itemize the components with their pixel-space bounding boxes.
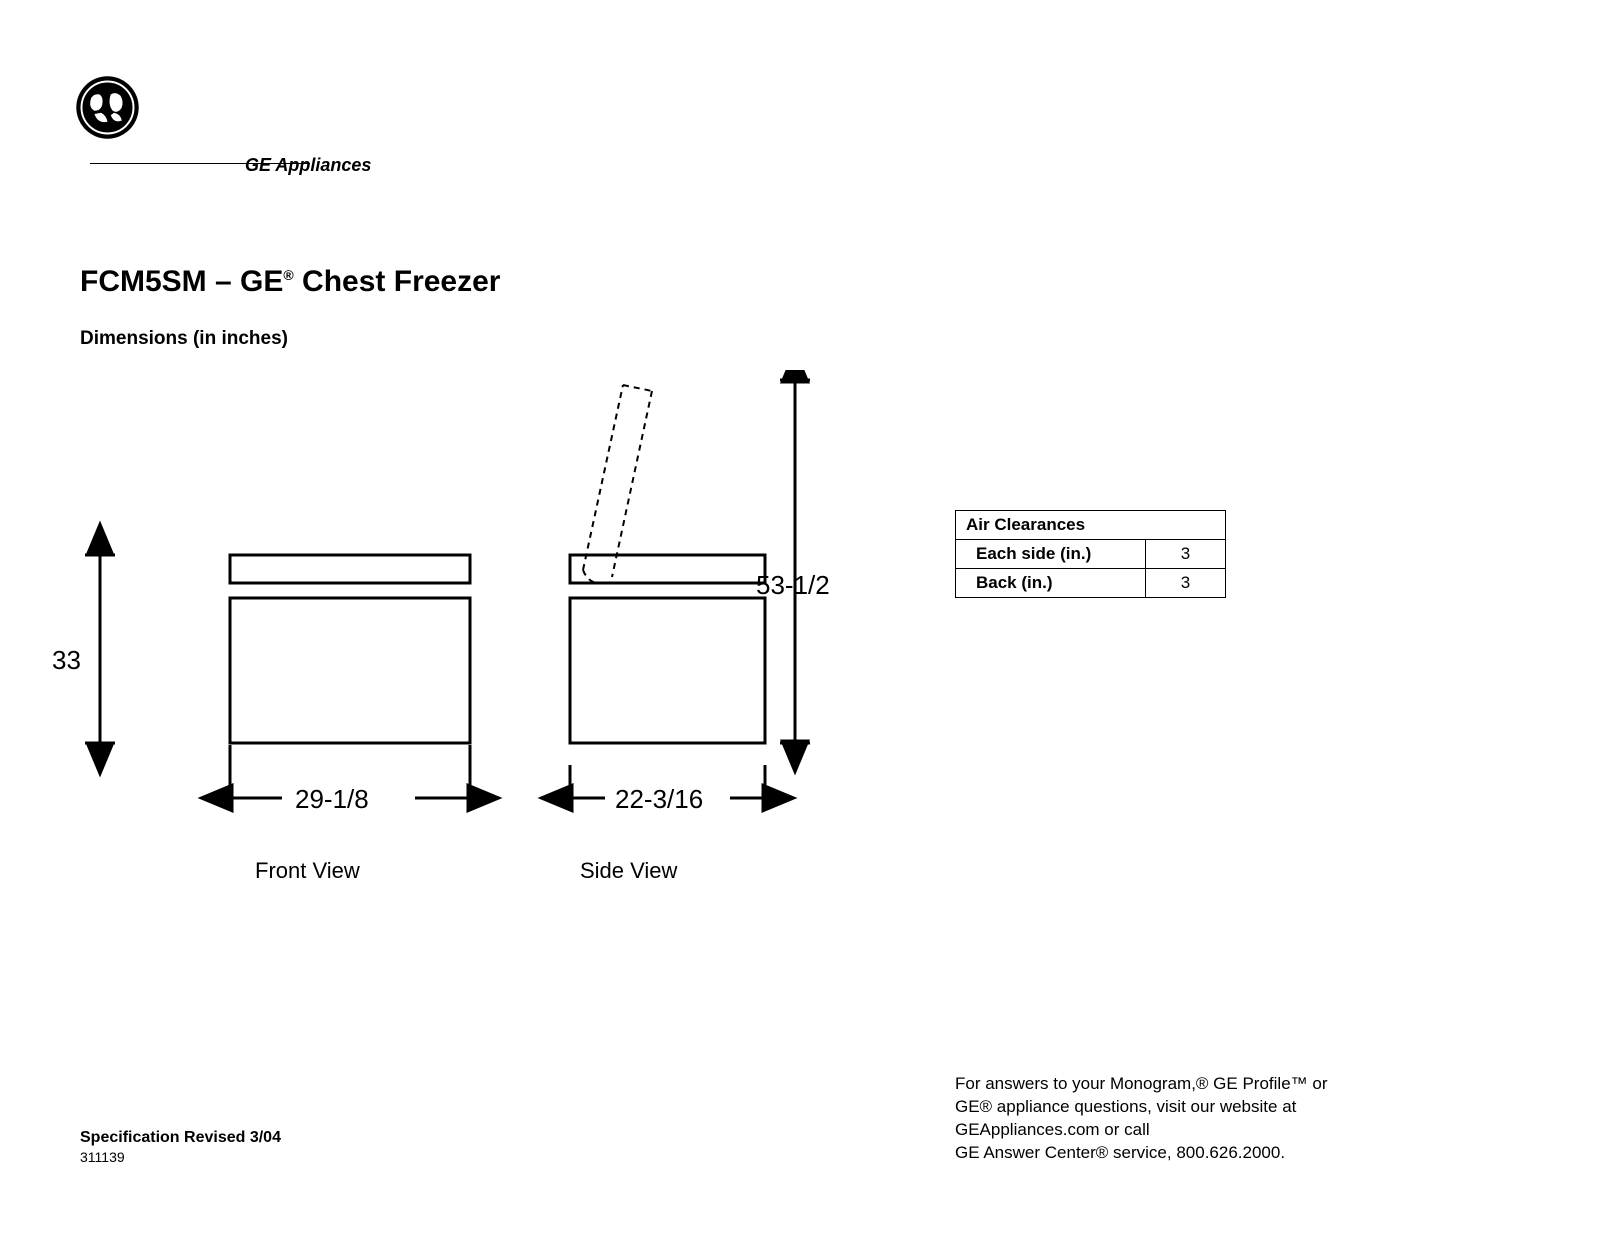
spec-revised: Specification Revised 3/04 (80, 1129, 281, 1147)
air-clearances-table: Air Clearances Each side (in.) 3 Back (i… (955, 510, 1226, 598)
footer-left: Specification Revised 3/04 311139 (80, 1129, 281, 1165)
table-row: Back (in.) 3 (956, 569, 1226, 598)
table-row: Air Clearances (956, 511, 1226, 540)
dimensions-subtitle: Dimensions (in inches) (80, 328, 288, 350)
footer-line: GE® appliance questions, visit our websi… (955, 1096, 1355, 1119)
ge-logo (75, 75, 140, 145)
dimension-diagram: 33 29-1/8 Front View 53-1/2 22-3/16 Side… (60, 370, 830, 900)
clearance-value: 3 (1146, 540, 1226, 569)
table-row: Each side (in.) 3 (956, 540, 1226, 569)
title-sep: – (207, 265, 240, 298)
title-model: FCM5SM (80, 265, 207, 298)
side-open-height-value: 53-1/2 (756, 570, 830, 601)
clearance-label: Back (in.) (956, 569, 1146, 598)
front-width-value: 29-1/8 (295, 784, 369, 815)
clearance-value: 3 (1146, 569, 1226, 598)
front-view-label: Front View (255, 858, 360, 884)
side-view-label: Side View (580, 858, 677, 884)
title-reg: ® (283, 267, 293, 283)
clearance-label: Each side (in.) (956, 540, 1146, 569)
footer-line: GE Answer Center® service, 800.626.2000. (955, 1142, 1355, 1165)
doc-number: 311139 (80, 1149, 281, 1165)
title-product: Chest Freezer (294, 265, 501, 298)
title-brand: GE (240, 265, 283, 298)
ge-logo-icon (75, 75, 140, 140)
clearances-title: Air Clearances (956, 511, 1226, 540)
footer-line: GEAppliances.com or call (955, 1119, 1355, 1142)
page-title: FCM5SM – GE® Chest Freezer (80, 265, 500, 299)
brand-underline (90, 155, 310, 164)
front-height-value: 33 (52, 645, 81, 676)
side-width-value: 22-3/16 (615, 784, 703, 815)
footer-right: For answers to your Monogram,® GE Profil… (955, 1073, 1355, 1165)
footer-line: For answers to your Monogram,® GE Profil… (955, 1073, 1355, 1096)
